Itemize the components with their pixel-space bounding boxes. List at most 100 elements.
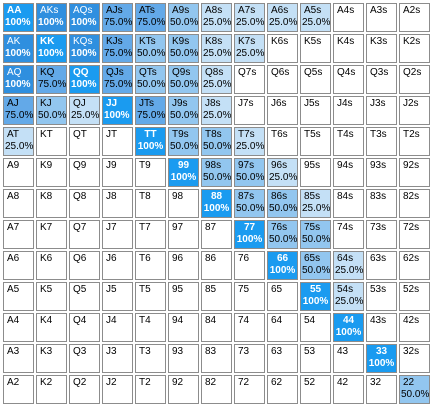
range-cell-AA[interactable]: AA 100% xyxy=(3,3,34,32)
range-cell-KJ[interactable]: KJ 50.0% xyxy=(36,96,67,125)
range-cell-22[interactable]: 22 50.0% xyxy=(399,375,430,404)
range-cell-T9s[interactable]: T9s 50.0% xyxy=(168,127,199,156)
range-cell-A2s[interactable]: A2s xyxy=(399,3,430,32)
range-cell-43s[interactable]: 43s xyxy=(366,313,397,342)
range-cell-ATs[interactable]: ATs 75.0% xyxy=(135,3,166,32)
range-cell-66[interactable]: 66 100% xyxy=(267,251,298,280)
range-cell-A4[interactable]: A4 xyxy=(3,313,34,342)
range-cell-T4s[interactable]: T4s xyxy=(333,127,364,156)
range-cell-82[interactable]: 82 xyxy=(201,375,232,404)
range-cell-96[interactable]: 96 xyxy=(168,251,199,280)
range-cell-J6s[interactable]: J6s xyxy=(267,96,298,125)
range-cell-J7s[interactable]: J7s xyxy=(234,96,265,125)
range-cell-T3s[interactable]: T3s xyxy=(366,127,397,156)
range-cell-32s[interactable]: 32s xyxy=(399,344,430,373)
range-cell-QJ[interactable]: QJ 25.0% xyxy=(69,96,100,125)
range-cell-J5s[interactable]: J5s xyxy=(300,96,331,125)
range-cell-76s[interactable]: 76s 50.0% xyxy=(267,220,298,249)
range-cell-K4[interactable]: K4 xyxy=(36,313,67,342)
range-cell-72s[interactable]: 72s xyxy=(399,220,430,249)
range-cell-84[interactable]: 84 xyxy=(201,313,232,342)
range-cell-62[interactable]: 62 xyxy=(267,375,298,404)
range-cell-AQs[interactable]: AQs 100% xyxy=(69,3,100,32)
range-cell-A3s[interactable]: A3s xyxy=(366,3,397,32)
range-cell-J4[interactable]: J4 xyxy=(102,313,133,342)
range-cell-83s[interactable]: 83s xyxy=(366,189,397,218)
range-cell-Q4[interactable]: Q4 xyxy=(69,313,100,342)
range-cell-98[interactable]: 98 xyxy=(168,189,199,218)
range-cell-Q9[interactable]: Q9 xyxy=(69,158,100,187)
range-cell-95s[interactable]: 95s xyxy=(300,158,331,187)
range-cell-65[interactable]: 65 xyxy=(267,282,298,311)
range-cell-A9s[interactable]: A9s 50.0% xyxy=(168,3,199,32)
range-cell-Q8s[interactable]: Q8s 25.0% xyxy=(201,65,232,94)
range-cell-J3s[interactable]: J3s xyxy=(366,96,397,125)
range-cell-T8[interactable]: T8 xyxy=(135,189,166,218)
range-cell-KJs[interactable]: KJs 75.0% xyxy=(102,34,133,63)
range-cell-J6[interactable]: J6 xyxy=(102,251,133,280)
range-cell-92[interactable]: 92 xyxy=(168,375,199,404)
range-cell-T2s[interactable]: T2s xyxy=(399,127,430,156)
range-cell-A2[interactable]: A2 xyxy=(3,375,34,404)
range-cell-85[interactable]: 85 xyxy=(201,282,232,311)
range-cell-94[interactable]: 94 xyxy=(168,313,199,342)
range-cell-42s[interactable]: 42s xyxy=(399,313,430,342)
range-cell-54[interactable]: 54 xyxy=(300,313,331,342)
range-cell-84s[interactable]: 84s xyxy=(333,189,364,218)
range-cell-Q9s[interactable]: Q9s 50.0% xyxy=(168,65,199,94)
range-cell-63s[interactable]: 63s xyxy=(366,251,397,280)
range-cell-QT[interactable]: QT xyxy=(69,127,100,156)
range-cell-TT[interactable]: TT 100% xyxy=(135,127,166,156)
range-cell-AKs[interactable]: AKs 100% xyxy=(36,3,67,32)
range-cell-A5s[interactable]: A5s 25.0% xyxy=(300,3,331,32)
range-cell-Q6s[interactable]: Q6s xyxy=(267,65,298,94)
range-cell-J8[interactable]: J8 xyxy=(102,189,133,218)
range-cell-53[interactable]: 53 xyxy=(300,344,331,373)
range-cell-J2s[interactable]: J2s xyxy=(399,96,430,125)
range-cell-95[interactable]: 95 xyxy=(168,282,199,311)
range-cell-64[interactable]: 64 xyxy=(267,313,298,342)
range-cell-73[interactable]: 73 xyxy=(234,344,265,373)
range-cell-32[interactable]: 32 xyxy=(366,375,397,404)
range-cell-96s[interactable]: 96s 25.0% xyxy=(267,158,298,187)
range-cell-K5s[interactable]: K5s xyxy=(300,34,331,63)
range-cell-K8[interactable]: K8 xyxy=(36,189,67,218)
range-cell-K6[interactable]: K6 xyxy=(36,251,67,280)
range-cell-93[interactable]: 93 xyxy=(168,344,199,373)
range-cell-T5s[interactable]: T5s xyxy=(300,127,331,156)
range-cell-QTs[interactable]: QTs 50.0% xyxy=(135,65,166,94)
range-cell-J2[interactable]: J2 xyxy=(102,375,133,404)
range-cell-J9s[interactable]: J9s 50.0% xyxy=(168,96,199,125)
range-cell-A4s[interactable]: A4s xyxy=(333,3,364,32)
range-cell-33[interactable]: 33 100% xyxy=(366,344,397,373)
range-cell-Q7[interactable]: Q7 xyxy=(69,220,100,249)
range-cell-T5[interactable]: T5 xyxy=(135,282,166,311)
range-cell-Q5s[interactable]: Q5s xyxy=(300,65,331,94)
range-cell-JTs[interactable]: JTs 75.0% xyxy=(135,96,166,125)
range-cell-JT[interactable]: JT xyxy=(102,127,133,156)
range-cell-K2s[interactable]: K2s xyxy=(399,34,430,63)
range-cell-44[interactable]: 44 100% xyxy=(333,313,364,342)
range-cell-Q3[interactable]: Q3 xyxy=(69,344,100,373)
range-cell-KQs[interactable]: KQs 100% xyxy=(69,34,100,63)
range-cell-T7[interactable]: T7 xyxy=(135,220,166,249)
range-cell-75[interactable]: 75 xyxy=(234,282,265,311)
range-cell-Q6[interactable]: Q6 xyxy=(69,251,100,280)
range-cell-86[interactable]: 86 xyxy=(201,251,232,280)
range-cell-87s[interactable]: 87s 50.0% xyxy=(234,189,265,218)
range-cell-74s[interactable]: 74s xyxy=(333,220,364,249)
range-cell-55[interactable]: 55 100% xyxy=(300,282,331,311)
range-cell-Q7s[interactable]: Q7s xyxy=(234,65,265,94)
range-cell-Q2s[interactable]: Q2s xyxy=(399,65,430,94)
range-cell-K4s[interactable]: K4s xyxy=(333,34,364,63)
range-cell-52s[interactable]: 52s xyxy=(399,282,430,311)
range-cell-K8s[interactable]: K8s 25.0% xyxy=(201,34,232,63)
range-cell-K3s[interactable]: K3s xyxy=(366,34,397,63)
range-cell-K3[interactable]: K3 xyxy=(36,344,67,373)
range-cell-A3[interactable]: A3 xyxy=(3,344,34,373)
range-cell-T9[interactable]: T9 xyxy=(135,158,166,187)
range-cell-83[interactable]: 83 xyxy=(201,344,232,373)
range-cell-KQ[interactable]: KQ 75.0% xyxy=(36,65,67,94)
range-cell-97[interactable]: 97 xyxy=(168,220,199,249)
range-cell-94s[interactable]: 94s xyxy=(333,158,364,187)
